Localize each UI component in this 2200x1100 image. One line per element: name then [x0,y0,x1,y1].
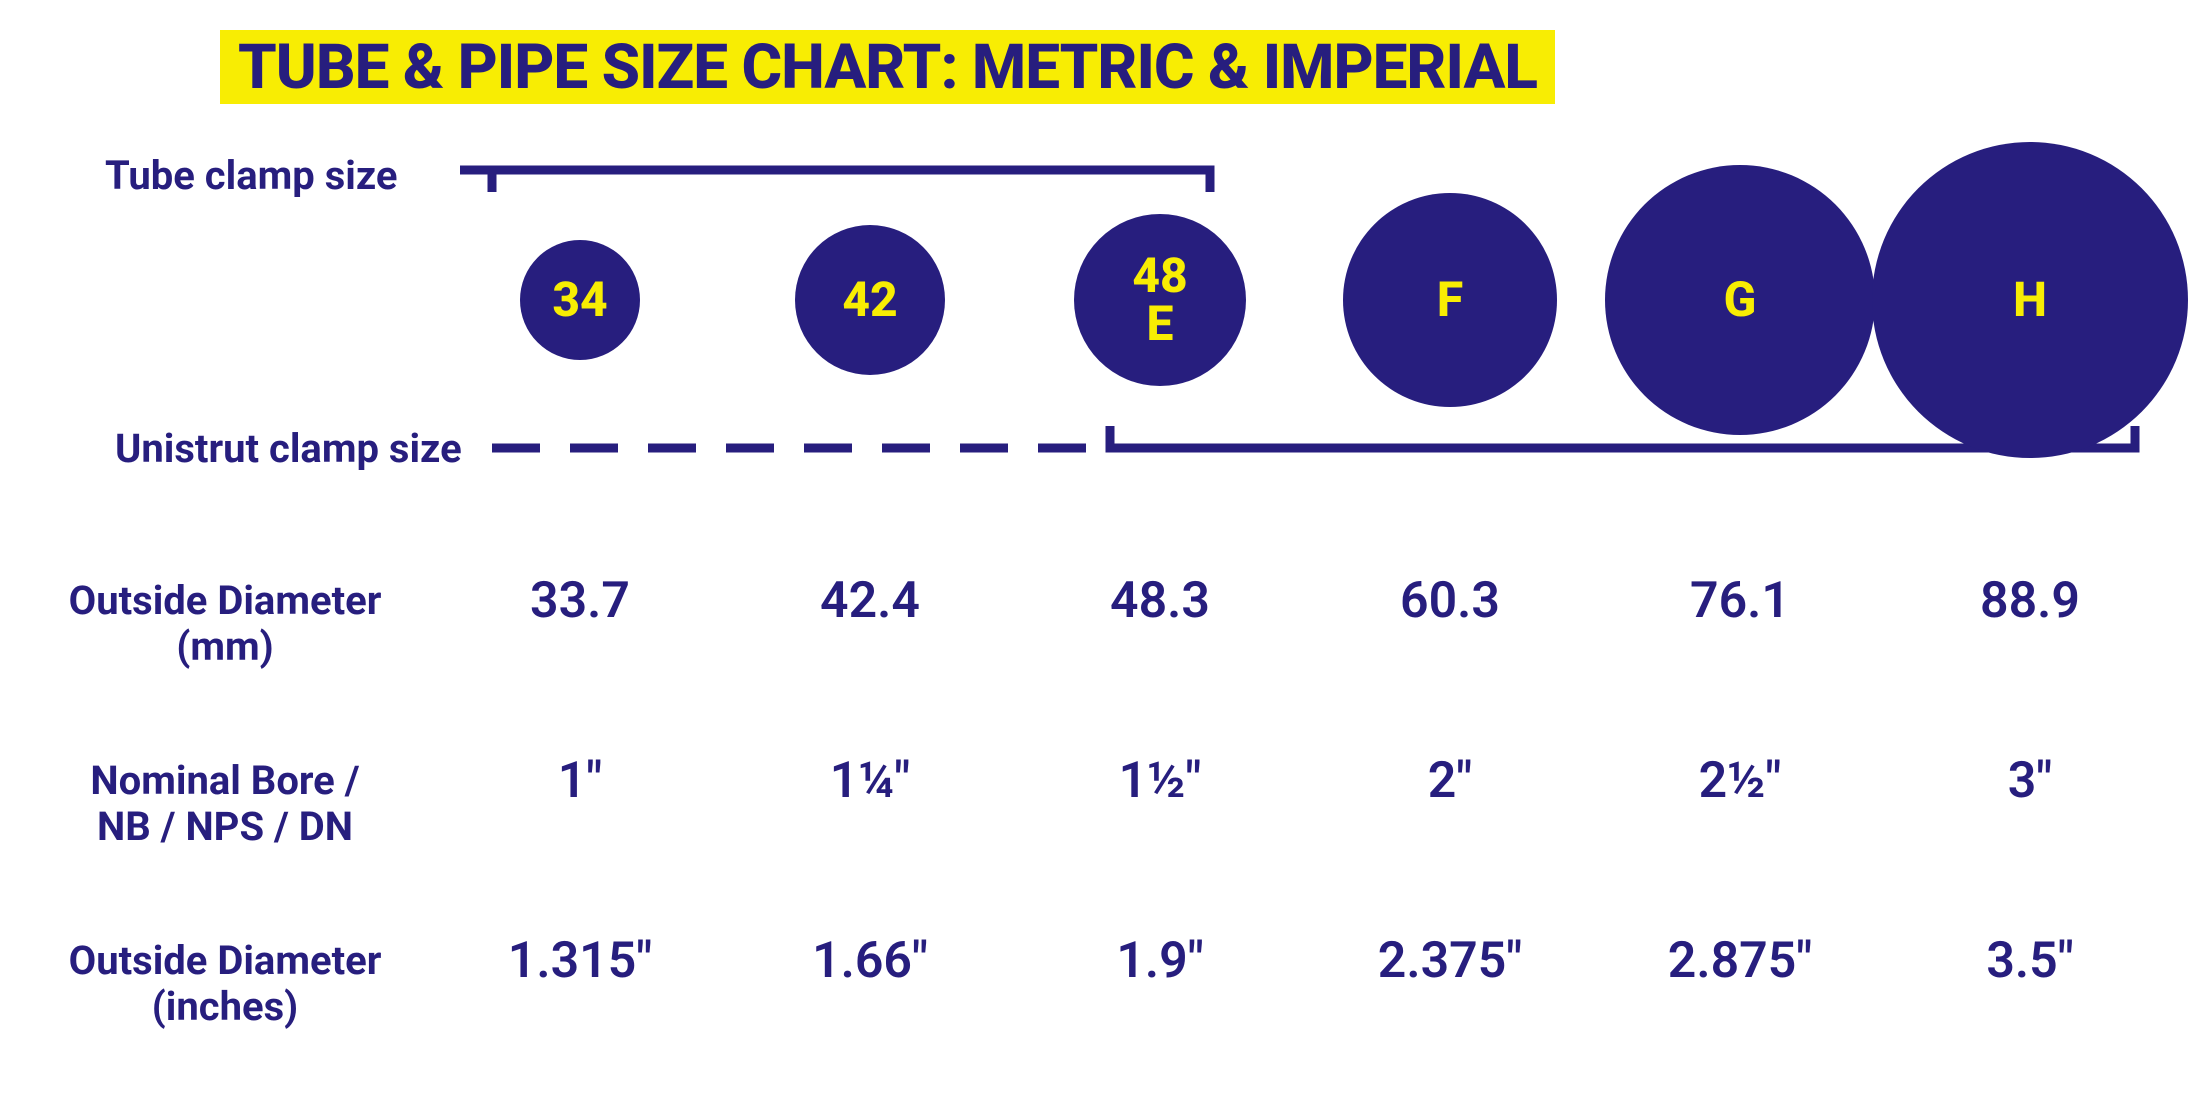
cell-nominal-bore: 1½" [1119,752,1202,810]
row-label-nb-line2: NB / NPS / DN [97,803,353,850]
size-circle: 48E [1074,214,1246,386]
cell-od-mm: 60.3 [1400,572,1500,630]
cell-nominal-bore: 3" [2008,752,2053,810]
cell-od-mm: 42.4 [820,572,920,630]
size-circle: G [1605,165,1875,435]
size-circle: 42 [795,225,945,375]
cell-od-mm: 48.3 [1110,572,1210,630]
circle-letter: E [1147,300,1174,348]
circle-letter: H [2013,276,2047,324]
cell-od-mm: 76.1 [1690,572,1790,630]
circle-number: 34 [552,276,607,324]
cell-od-inches: 1.9" [1116,932,1203,990]
size-circle: H [1872,142,2188,458]
size-circle: F [1343,193,1557,407]
row-label-od-mm-line2: (mm) [176,623,273,670]
cell-od-inches: 2.875" [1668,932,1812,990]
cell-nominal-bore: 2½" [1699,752,1782,810]
circle-letter: G [1724,276,1757,324]
size-circle: 34 [520,240,640,360]
cell-od-mm: 33.7 [530,572,630,630]
row-label-nominal-bore: Nominal Bore / NB / NPS / DN [40,758,410,850]
cell-od-inches: 2.375" [1378,932,1522,990]
row-label-od-inches: Outside Diameter (inches) [40,938,410,1030]
unistrut-clamp-size-label: Unistrut clamp size [115,425,462,472]
cell-nominal-bore: 1" [558,752,603,810]
pipe-size-chart: TUBE & PIPE SIZE CHART: METRIC & IMPERIA… [0,0,2200,1100]
cell-od-inches: 1.315" [508,932,652,990]
cell-nominal-bore: 2" [1428,752,1473,810]
row-label-od-in-line2: (inches) [152,983,298,1030]
tube-clamp-size-label: Tube clamp size [105,152,397,199]
cell-od-inches: 3.5" [1986,932,2073,990]
row-label-od-mm: Outside Diameter (mm) [40,578,410,670]
row-label-nb-line1: Nominal Bore / [90,757,359,804]
cell-od-mm: 88.9 [1980,572,2080,630]
page-title: TUBE & PIPE SIZE CHART: METRIC & IMPERIA… [220,30,1555,104]
row-label-od-in-line1: Outside Diameter [69,937,382,984]
row-label-od-mm-line1: Outside Diameter [69,577,382,624]
circle-letter: F [1437,276,1463,324]
circle-number: 48 [1132,252,1187,300]
cell-od-inches: 1.66" [812,932,928,990]
cell-nominal-bore: 1¼" [830,752,911,810]
circle-number: 42 [842,276,897,324]
